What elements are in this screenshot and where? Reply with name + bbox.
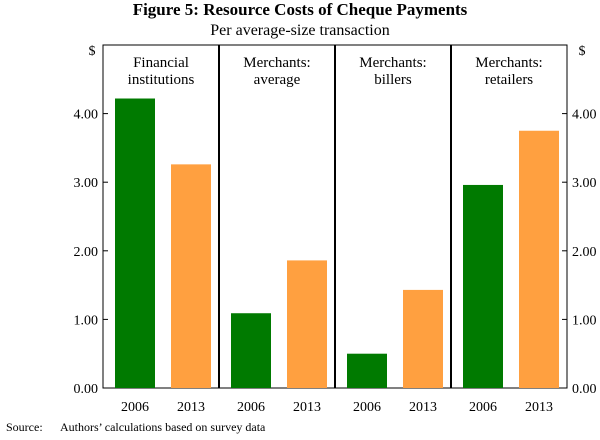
group-label: Financial [133, 55, 189, 71]
bar-2006 [231, 313, 271, 388]
y-tick-label-right: 4.00 [572, 108, 597, 123]
chart-title: Figure 5: Resource Costs of Cheque Payme… [132, 0, 468, 19]
y-tick-label-right: 3.00 [572, 176, 597, 191]
bar-2013 [287, 260, 327, 388]
group-label: billers [374, 72, 412, 88]
bar-2013 [171, 164, 211, 388]
y-tick-label-left: 3.00 [74, 176, 99, 191]
x-tick-label: 2006 [121, 400, 149, 415]
y-axis-unit-right: $ [579, 44, 586, 59]
x-tick-label: 2013 [525, 400, 553, 415]
source-note: Source: Authors’ calculations based on su… [6, 419, 265, 435]
chart-subtitle: Per average-size transaction [210, 22, 390, 39]
y-tick-label-left: 1.00 [74, 313, 99, 328]
x-tick-label: 2013 [409, 400, 437, 415]
x-tick-label: 2013 [293, 400, 321, 415]
y-tick-label-left: 0.00 [74, 382, 99, 397]
y-tick-label-left: 4.00 [74, 108, 99, 123]
y-tick-label-right: 0.00 [572, 382, 597, 397]
bar-2006 [115, 98, 155, 389]
x-tick-label: 2006 [469, 400, 497, 415]
bar-2006 [463, 184, 503, 388]
group-label: average [254, 72, 301, 88]
bar-2013 [403, 289, 443, 388]
source-text: Authors’ calculations based on survey da… [60, 420, 266, 434]
group-label: Merchants: [475, 55, 542, 71]
source-label: Source: [6, 420, 43, 434]
y-tick-label-right: 2.00 [572, 245, 597, 260]
y-tick-label-left: 2.00 [74, 245, 99, 260]
group-label: Merchants: [359, 55, 426, 71]
x-tick-label: 2013 [177, 400, 205, 415]
y-tick-label-right: 1.00 [572, 313, 597, 328]
x-tick-label: 2006 [237, 400, 265, 415]
group-label: Merchants: [243, 55, 310, 71]
group-label: institutions [128, 72, 195, 88]
x-tick-label: 2006 [353, 400, 381, 415]
bar-2006 [347, 353, 387, 388]
y-axis-unit-left: $ [89, 44, 96, 59]
group-label: retailers [485, 72, 533, 88]
bar-2013 [519, 130, 559, 388]
